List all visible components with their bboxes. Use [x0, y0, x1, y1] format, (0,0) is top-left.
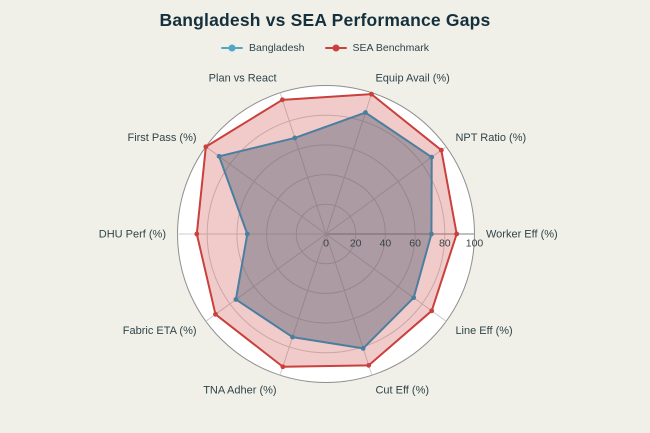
series-marker-bangladesh[interactable] [292, 135, 298, 141]
radial-tick-label-60: 60 [409, 238, 421, 250]
legend-label-bangladesh: Bangladesh [249, 42, 305, 54]
axis-label-line-eff: Line Eff (%) [455, 325, 512, 337]
series-marker-bangladesh[interactable] [216, 153, 222, 159]
axis-label-cut-eff: Cut Eff (%) [375, 384, 429, 396]
series-marker-sea-benchmark[interactable] [194, 231, 200, 237]
series-marker-sea-benchmark[interactable] [438, 147, 444, 153]
axis-spoke [325, 92, 373, 235]
axis-spoke [205, 146, 327, 235]
series-marker-sea-benchmark[interactable] [366, 362, 372, 368]
axis-spoke [279, 233, 327, 376]
series-marker-bangladesh[interactable] [363, 110, 368, 115]
series-marker-sea-benchmark[interactable] [280, 364, 286, 370]
axis-spoke [325, 233, 447, 322]
series-marker-bangladesh[interactable] [233, 297, 239, 302]
bangladesh-line-marker-icon [221, 46, 244, 50]
legend-item-sea-benchmark[interactable]: SEA Benchmark [324, 42, 429, 54]
axis-spoke [325, 146, 447, 235]
radial-tick-label-100: 100 [466, 238, 484, 250]
series-marker-bangladesh[interactable] [429, 231, 434, 237]
axis-label-tna-adher: TNA Adher (%) [203, 384, 276, 396]
series-marker-bangladesh[interactable] [290, 334, 295, 340]
legend-item-bangladesh[interactable]: Bangladesh [221, 42, 305, 54]
radial-tick-label-0: 0 [323, 238, 329, 250]
radial-tick-label-40: 40 [380, 238, 392, 250]
series-marker-sea-benchmark[interactable] [280, 97, 285, 103]
axis-label-first-pass: First Pass (%) [127, 132, 196, 144]
axis-label-plan-vs-react: Plan vs React [209, 73, 277, 85]
series-marker-bangladesh[interactable] [244, 231, 250, 237]
series-marker-sea-benchmark[interactable] [429, 308, 435, 314]
sea-benchmark-line-marker-icon [324, 46, 347, 50]
legend-label-sea-benchmark: SEA Benchmark [352, 42, 429, 54]
series-marker-sea-benchmark[interactable] [203, 144, 209, 150]
series-marker-bangladesh[interactable] [429, 154, 435, 160]
chart-title: Bangladesh vs SEA Performance Gaps [159, 10, 491, 30]
series-marker-bangladesh[interactable] [360, 345, 366, 351]
axis-spoke [205, 233, 327, 322]
series-marker-bangladesh[interactable] [411, 295, 417, 301]
radial-tick-label-20: 20 [350, 238, 362, 250]
axis-label-equip-avail: Equip Avail (%) [375, 73, 449, 85]
series-marker-sea-benchmark[interactable] [454, 231, 460, 237]
axis-spoke [279, 92, 327, 235]
axis-spoke [325, 233, 373, 376]
axis-label-worker-eff: Worker Eff (%) [486, 229, 558, 241]
axis-label-dhu-perf: DHU Perf (%) [99, 229, 166, 241]
series-marker-sea-benchmark[interactable] [369, 91, 374, 97]
legend: Bangladesh SEA Benchmark [0, 42, 650, 54]
axis-label-fabric-eta: Fabric ETA (%) [123, 325, 197, 337]
axis-label-npt-ratio: NPT Ratio (%) [455, 132, 526, 144]
radial-tick-label-80: 80 [439, 238, 451, 250]
series-marker-sea-benchmark[interactable] [213, 311, 218, 317]
